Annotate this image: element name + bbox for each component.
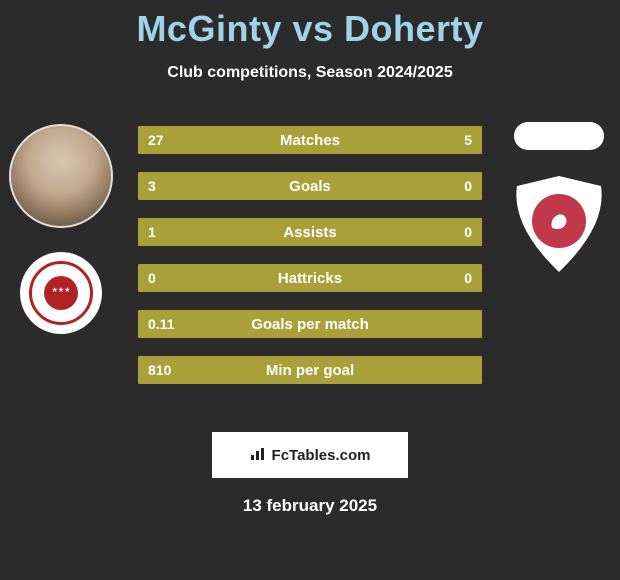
stat-row-mpg: 810 Min per goal bbox=[138, 356, 482, 384]
stat-row-gpm: 0.11 Goals per match bbox=[138, 310, 482, 338]
stat-row-hattricks: 0 Hattricks 0 bbox=[138, 264, 482, 292]
stat-right: 5 bbox=[464, 132, 472, 148]
player1-name: McGinty bbox=[136, 8, 282, 49]
stat-label: Hattricks bbox=[138, 270, 482, 287]
club1-badge bbox=[20, 252, 102, 334]
date-label: 13 february 2025 bbox=[0, 496, 620, 516]
chart-icon bbox=[250, 447, 266, 464]
stat-right: 0 bbox=[464, 224, 472, 240]
club2-emblem bbox=[532, 194, 586, 248]
stat-label: Matches bbox=[138, 132, 482, 149]
page-title: McGinty vs Doherty bbox=[0, 0, 620, 50]
stat-label: Assists bbox=[138, 224, 482, 241]
stat-right: 0 bbox=[464, 178, 472, 194]
left-column bbox=[6, 110, 116, 334]
stat-row-matches: 27 Matches 5 bbox=[138, 126, 482, 154]
right-column bbox=[504, 110, 614, 272]
club1-badge-core bbox=[44, 276, 78, 310]
club2-badge bbox=[511, 176, 607, 272]
stat-right: 0 bbox=[464, 270, 472, 286]
source-badge[interactable]: FcTables.com bbox=[212, 432, 408, 478]
comparison-panel: 27 Matches 5 3 Goals 0 1 Assists 0 0 Hat… bbox=[0, 110, 620, 410]
subtitle: Club competitions, Season 2024/2025 bbox=[0, 64, 620, 82]
player2-avatar bbox=[514, 122, 604, 150]
club2-shield bbox=[511, 176, 607, 272]
stat-row-goals: 3 Goals 0 bbox=[138, 172, 482, 200]
stat-bars: 27 Matches 5 3 Goals 0 1 Assists 0 0 Hat… bbox=[138, 126, 482, 384]
stat-label: Goals bbox=[138, 178, 482, 195]
club1-badge-ring bbox=[29, 261, 93, 325]
player2-name: Doherty bbox=[344, 8, 484, 49]
player1-avatar bbox=[9, 124, 113, 228]
lion-icon bbox=[544, 206, 574, 236]
vs-label: vs bbox=[292, 8, 333, 49]
stat-label: Goals per match bbox=[138, 316, 482, 333]
stat-row-assists: 1 Assists 0 bbox=[138, 218, 482, 246]
source-label: FcTables.com bbox=[272, 447, 371, 464]
stat-label: Min per goal bbox=[138, 362, 482, 379]
